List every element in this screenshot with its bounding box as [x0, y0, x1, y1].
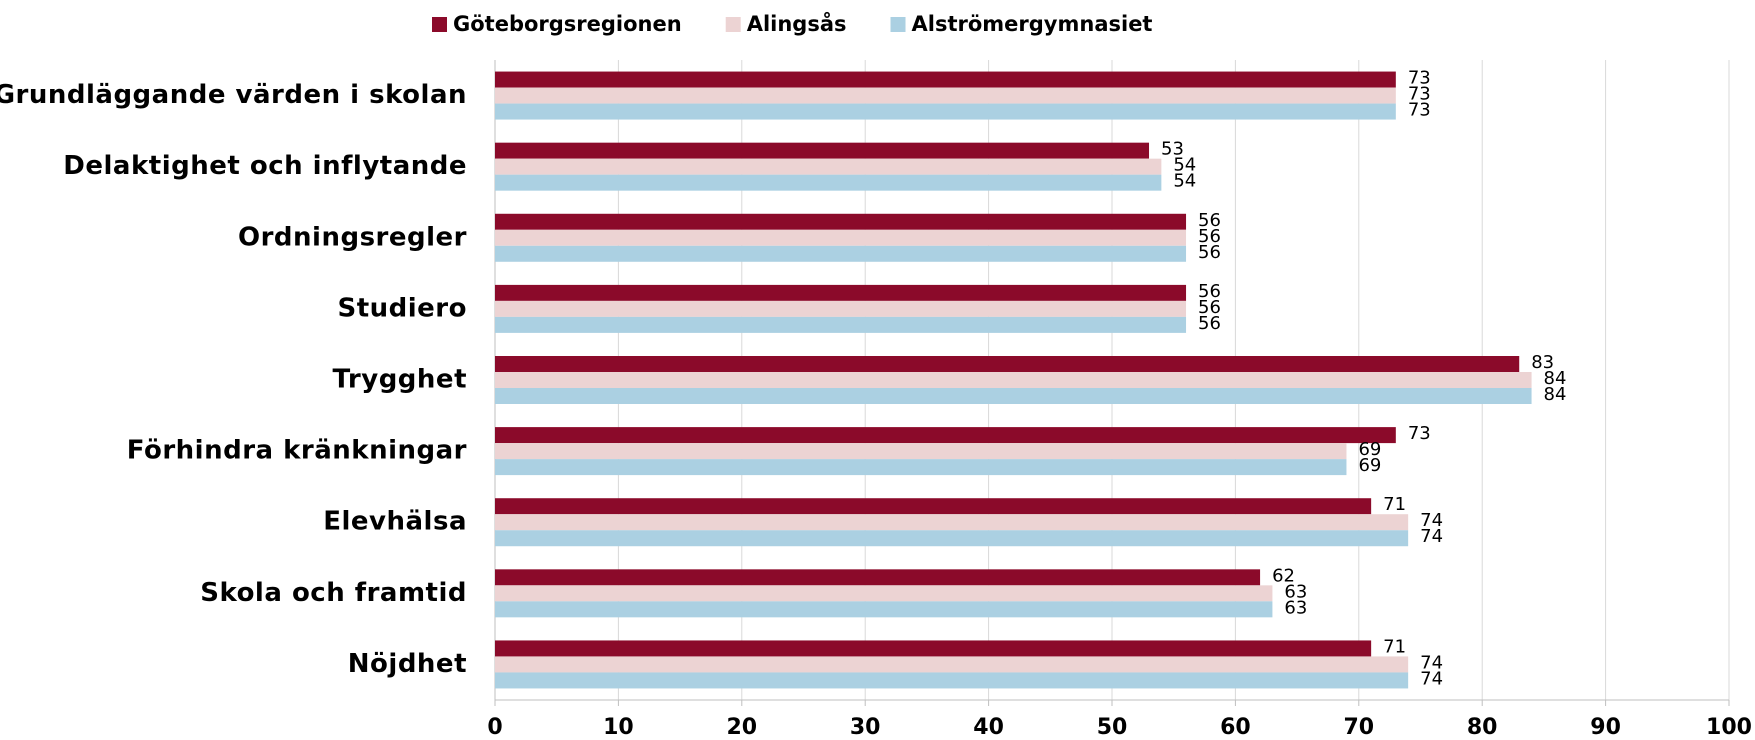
category-label: Skola och framtid [200, 578, 467, 608]
value-label: 73 [1408, 68, 1431, 89]
value-label: 74 [1420, 668, 1443, 689]
value-label: 54 [1173, 171, 1196, 192]
category-label: Förhindra kränkningar [127, 436, 467, 466]
value-label: 56 [1198, 210, 1221, 231]
value-label: 71 [1383, 636, 1406, 657]
bar [495, 213, 1187, 230]
x-tick-label: 50 [1097, 715, 1128, 740]
category-label: Trygghet [333, 365, 467, 395]
bar [495, 656, 1409, 673]
category-label: Ordningsregler [238, 222, 467, 252]
legend-label: Alströmergymnasiet [912, 12, 1153, 36]
value-label: 62 [1272, 565, 1295, 586]
x-tick-label: 20 [726, 715, 757, 740]
value-label: 53 [1161, 139, 1184, 160]
x-tick-label: 30 [850, 715, 881, 740]
x-tick-label: 90 [1590, 715, 1621, 740]
bar [495, 640, 1372, 657]
x-tick-label: 10 [603, 715, 634, 740]
x-tick-label: 0 [487, 715, 502, 740]
bar [495, 372, 1532, 388]
bar [495, 443, 1347, 460]
value-label: 73 [1408, 423, 1431, 444]
value-label: 73 [1408, 100, 1431, 121]
value-label: 74 [1420, 510, 1443, 531]
bar [495, 585, 1273, 602]
category-label: Grundläggande värden i skolan [0, 80, 467, 110]
value-label: 56 [1198, 313, 1221, 334]
bar [495, 316, 1187, 333]
category-label: Delaktighet och inflytande [63, 151, 467, 181]
value-label: 74 [1420, 526, 1443, 547]
value-label: 56 [1198, 226, 1221, 247]
value-label: 84 [1544, 368, 1567, 389]
bar [495, 284, 1187, 301]
x-tick-label: 60 [1220, 715, 1251, 740]
x-tick-label: 80 [1467, 715, 1498, 740]
value-label: 71 [1383, 494, 1406, 515]
bar [495, 71, 1396, 88]
value-label: 56 [1198, 242, 1221, 263]
category-label: Elevhälsa [323, 507, 467, 537]
bar [495, 229, 1187, 246]
legend-swatch [890, 17, 906, 32]
value-label: 56 [1198, 297, 1221, 318]
bar [495, 356, 1520, 372]
x-tick-label: 40 [973, 715, 1004, 740]
legend-label: Alingsås [747, 11, 847, 36]
value-label: 69 [1358, 455, 1381, 476]
value-label: 73 [1408, 84, 1431, 105]
bar [495, 174, 1162, 191]
bar [495, 459, 1347, 476]
bar [495, 87, 1396, 104]
x-tick-label: 100 [1706, 715, 1752, 740]
bar [495, 158, 1162, 175]
bar [495, 103, 1396, 120]
value-label: 56 [1198, 281, 1221, 302]
category-label: Studiero [337, 293, 467, 323]
value-label: 74 [1420, 652, 1443, 673]
legend-swatch [432, 17, 447, 32]
bar [495, 530, 1409, 547]
bar [495, 498, 1372, 515]
legend-label: Göteborgsregionen [453, 12, 682, 36]
x-tick-label: 70 [1343, 715, 1374, 740]
value-label: 54 [1173, 155, 1196, 176]
bar [495, 245, 1187, 262]
bar [495, 514, 1409, 531]
value-label: 84 [1544, 384, 1567, 405]
value-label: 63 [1284, 581, 1307, 602]
category-label: Nöjdhet [348, 649, 467, 679]
legend-swatch [725, 17, 741, 32]
value-label: 69 [1358, 439, 1381, 460]
bar [495, 300, 1187, 317]
bar [495, 569, 1261, 586]
bar [495, 672, 1409, 689]
bar [495, 142, 1150, 159]
bar [495, 601, 1273, 618]
value-label: 83 [1531, 352, 1554, 373]
bar [495, 388, 1532, 404]
bar [495, 427, 1396, 444]
value-label: 63 [1284, 597, 1307, 618]
